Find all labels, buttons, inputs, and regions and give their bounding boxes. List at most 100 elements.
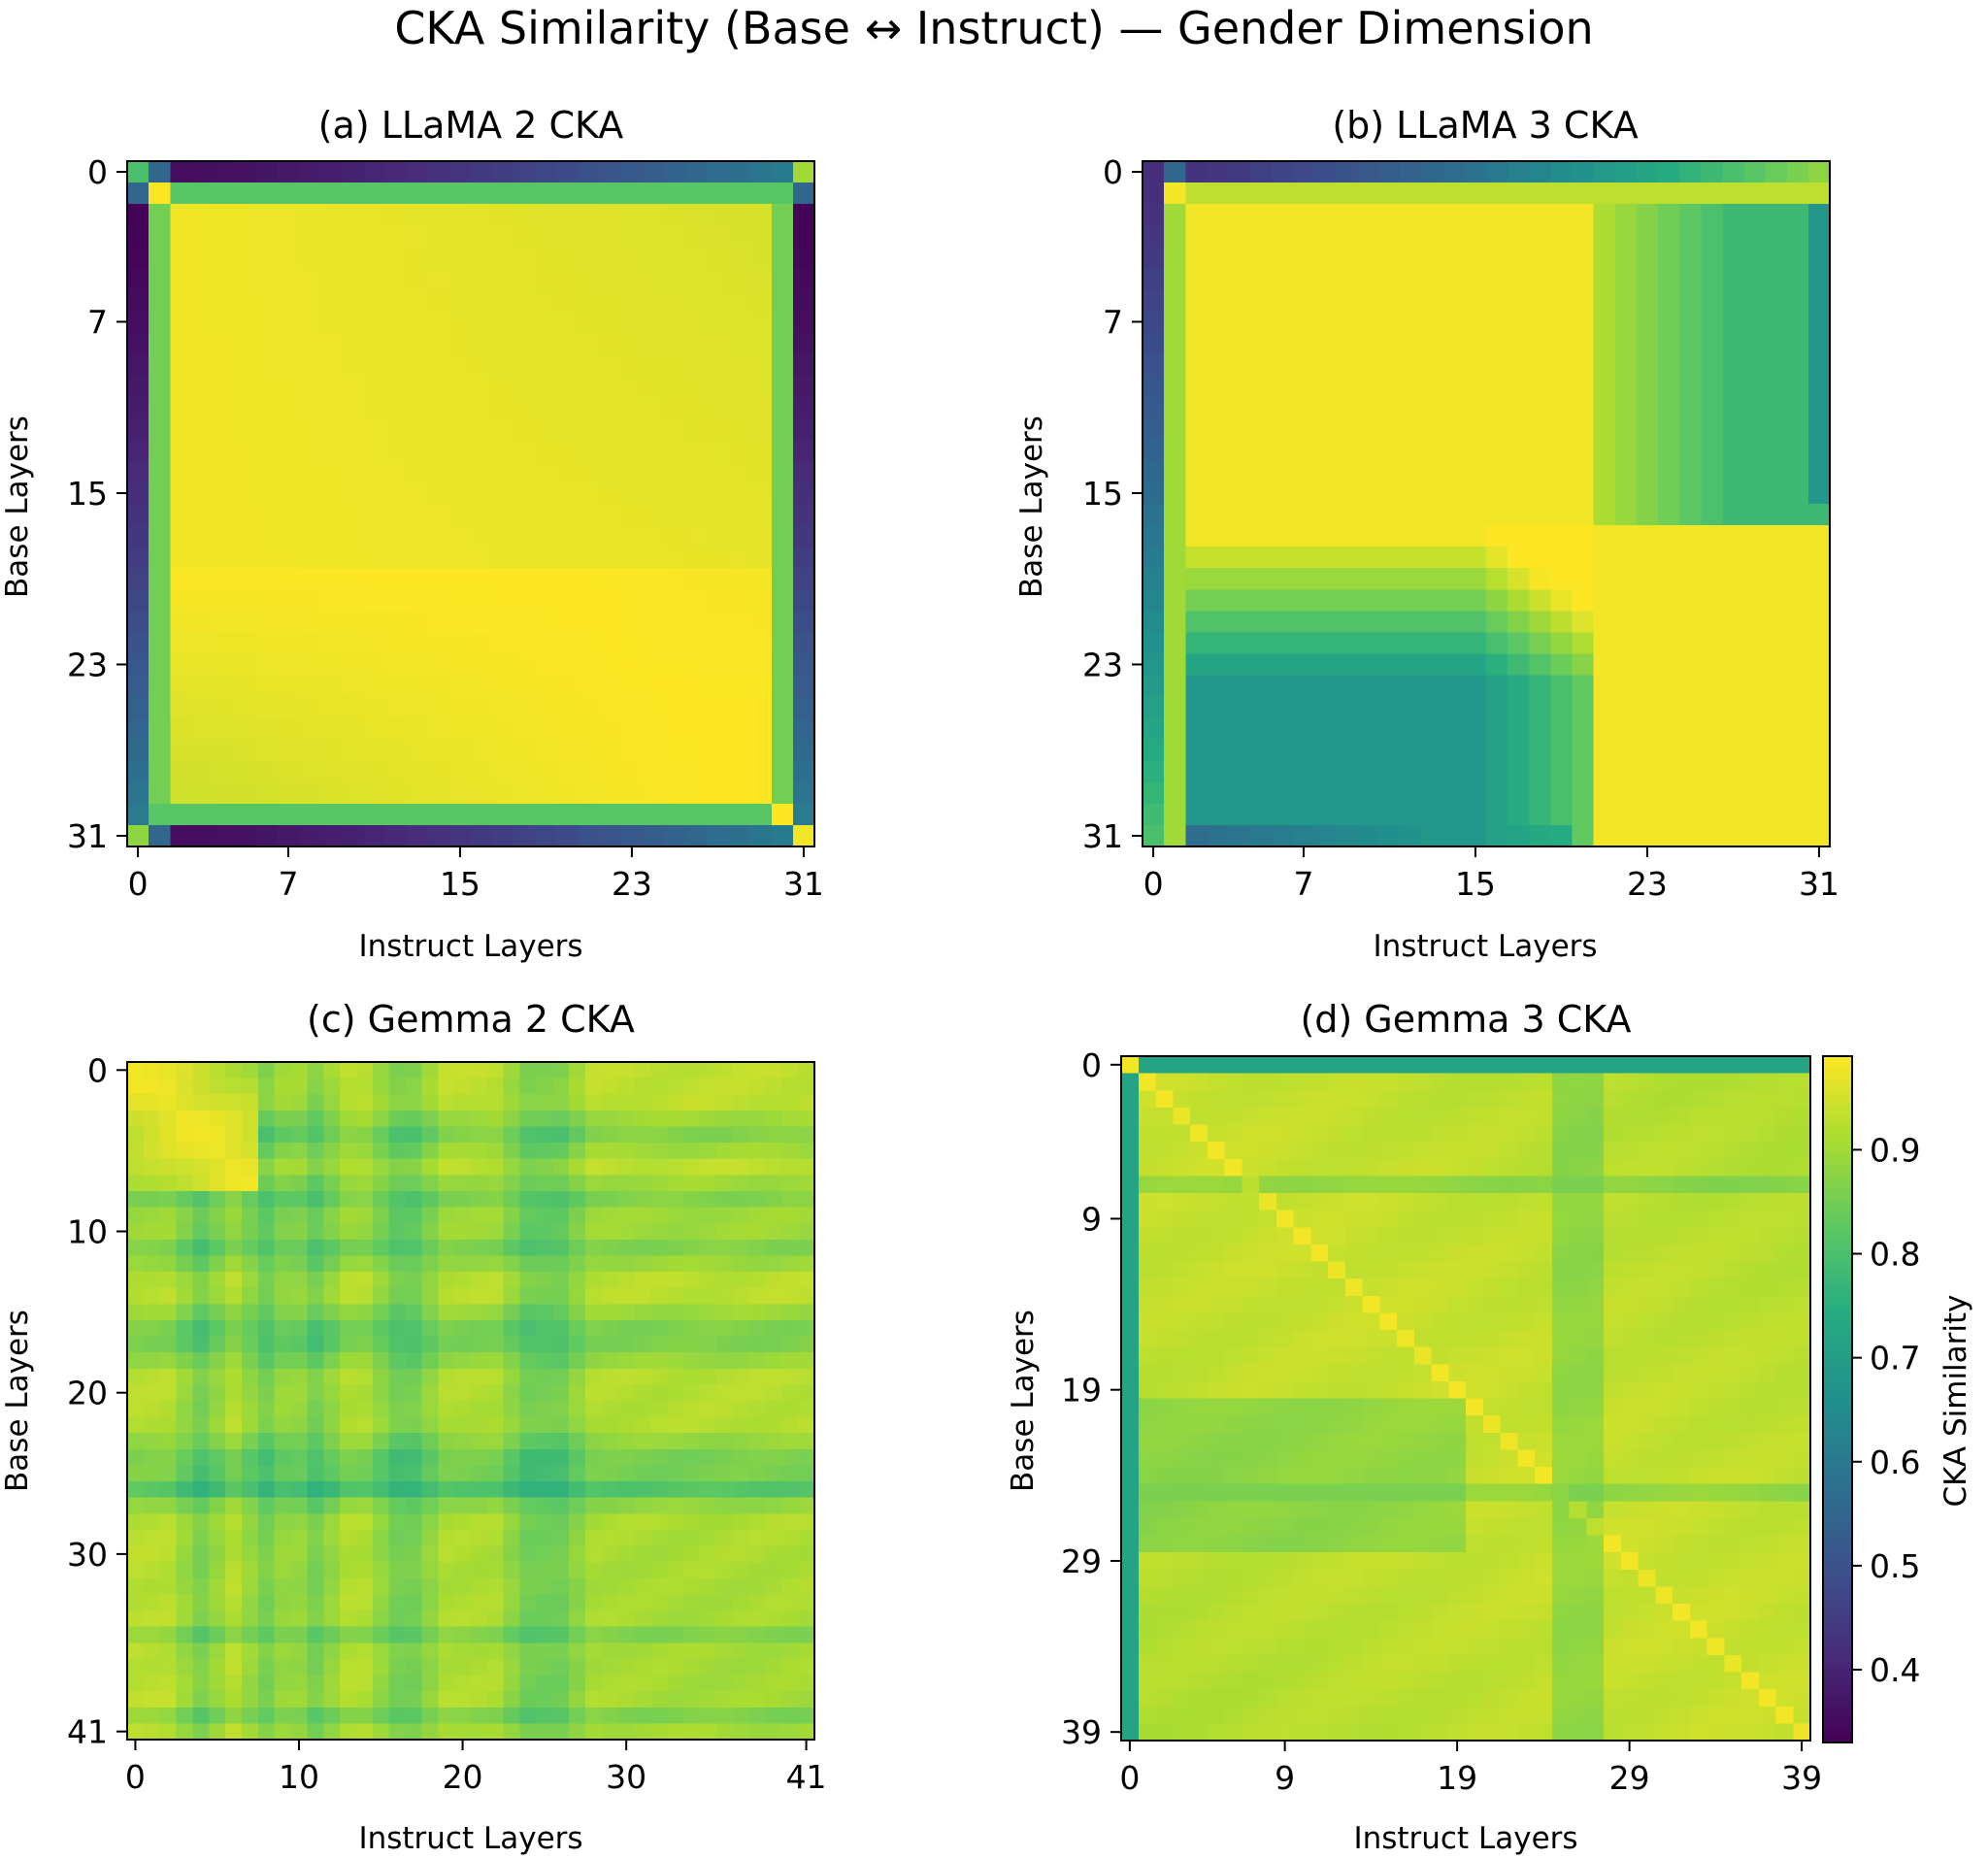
heatmap-cell — [290, 1223, 309, 1241]
heatmap-cell — [781, 1513, 799, 1531]
heatmap-cell — [552, 1626, 570, 1643]
heatmap-cell — [536, 1416, 553, 1434]
heatmap-cell — [1551, 1073, 1571, 1091]
heatmap-cell — [1328, 1193, 1346, 1211]
heatmap-cell — [1586, 1090, 1605, 1109]
heatmap-cell — [492, 439, 514, 462]
heatmap-cell — [1586, 1449, 1605, 1468]
heatmap-cell — [700, 1594, 717, 1611]
heatmap-cell — [1143, 204, 1165, 226]
heatmap-cell — [1765, 417, 1788, 441]
heatmap-cell — [1673, 1056, 1691, 1075]
heatmap-cell — [471, 739, 493, 762]
heatmap-cell — [1604, 1364, 1622, 1382]
heatmap-cell — [1310, 1107, 1329, 1126]
heatmap-cell — [765, 1255, 782, 1273]
heatmap-cell — [170, 204, 192, 226]
heatmap-cell — [340, 1255, 357, 1273]
heatmap-cell — [1706, 1483, 1725, 1502]
heatmap-cell — [1689, 1107, 1708, 1126]
heatmap-cell — [1344, 1501, 1364, 1519]
heatmap-cell — [1336, 375, 1358, 398]
heatmap-cell — [170, 803, 192, 826]
heatmap-cell — [323, 1577, 341, 1596]
heatmap-cell — [213, 460, 236, 483]
x-tick-label: 23 — [612, 865, 652, 903]
heatmap-cell — [715, 1143, 734, 1160]
heatmap-cell — [1292, 632, 1315, 655]
heatmap-cell — [274, 1610, 292, 1628]
heatmap-cell — [421, 1158, 439, 1176]
heatmap-cell — [1228, 781, 1251, 805]
heatmap-cell — [771, 225, 794, 248]
heatmap-cell — [1413, 1380, 1433, 1400]
heatmap-cell — [372, 1158, 390, 1176]
heatmap-cell — [234, 353, 257, 377]
heatmap-cell — [1397, 1142, 1415, 1160]
heatmap-cell — [765, 1158, 782, 1176]
heatmap-cell — [299, 717, 321, 741]
heatmap-cell — [1259, 1432, 1277, 1450]
heatmap-cell — [732, 1207, 750, 1224]
heatmap-cell — [1143, 760, 1165, 783]
heatmap-cell — [1658, 717, 1680, 741]
heatmap-cell — [1486, 311, 1508, 334]
heatmap-cell — [323, 1448, 341, 1467]
heatmap-cell — [421, 1368, 439, 1385]
heatmap-cell — [1741, 1278, 1760, 1297]
heatmap-cell — [234, 803, 257, 826]
heatmap-cell — [1336, 781, 1358, 805]
heatmap-cell — [340, 1143, 357, 1160]
heatmap-cell — [569, 1448, 586, 1467]
heatmap-cell — [274, 1078, 292, 1095]
heatmap-cell — [492, 803, 514, 826]
heatmap-cell — [388, 1610, 407, 1628]
heatmap-cell — [1620, 1312, 1640, 1331]
heatmap-cell — [255, 182, 279, 205]
heatmap-cell — [1413, 1244, 1433, 1263]
heatmap-cell — [1185, 353, 1208, 377]
heatmap-cell — [620, 589, 644, 612]
heatmap-cell — [643, 460, 665, 483]
heatmap-cell — [1614, 547, 1638, 569]
heatmap-cell — [771, 568, 794, 590]
heatmap-cell — [1421, 717, 1444, 741]
heatmap-cell — [1775, 1227, 1794, 1245]
heatmap-cell — [1224, 1278, 1242, 1297]
heatmap-cell — [242, 1062, 259, 1079]
heatmap-cell — [191, 247, 215, 269]
heatmap-cell — [556, 182, 580, 205]
heatmap-cell — [421, 1577, 439, 1596]
heatmap-cell — [438, 1577, 455, 1596]
heatmap-cell — [1786, 247, 1809, 269]
heatmap-cell — [191, 739, 215, 762]
heatmap-cell — [728, 161, 751, 183]
heatmap-cell — [225, 1239, 243, 1257]
heatmap-cell — [421, 1691, 439, 1709]
heatmap-cell — [1482, 1501, 1502, 1519]
heatmap-cell — [1775, 1142, 1794, 1160]
heatmap-cell — [486, 1401, 505, 1418]
heatmap-cell — [1173, 1517, 1191, 1537]
heatmap-cell — [1293, 1142, 1311, 1160]
heatmap-cell — [601, 1223, 619, 1241]
heatmap-cell — [372, 1691, 390, 1709]
heatmap-cell — [1722, 460, 1745, 483]
heatmap-cell — [664, 760, 686, 783]
heatmap-cell — [1679, 675, 1702, 698]
heatmap-cell — [1636, 204, 1659, 226]
heatmap-cell — [569, 1272, 586, 1289]
heatmap-cell — [1378, 417, 1402, 441]
heatmap-cell — [1482, 1193, 1502, 1211]
heatmap-cell — [486, 1675, 505, 1692]
heatmap-cell — [1344, 1107, 1364, 1126]
heatmap-cell — [340, 1175, 357, 1192]
heatmap-cell — [664, 653, 686, 677]
heatmap-cell — [1121, 1090, 1140, 1109]
heatmap-cell — [578, 824, 601, 847]
heatmap-cell — [535, 225, 558, 248]
heatmap-cell — [1508, 396, 1530, 419]
heatmap-cell — [149, 568, 171, 590]
heatmap-cell — [1658, 568, 1680, 590]
heatmap-cell — [242, 1658, 259, 1676]
